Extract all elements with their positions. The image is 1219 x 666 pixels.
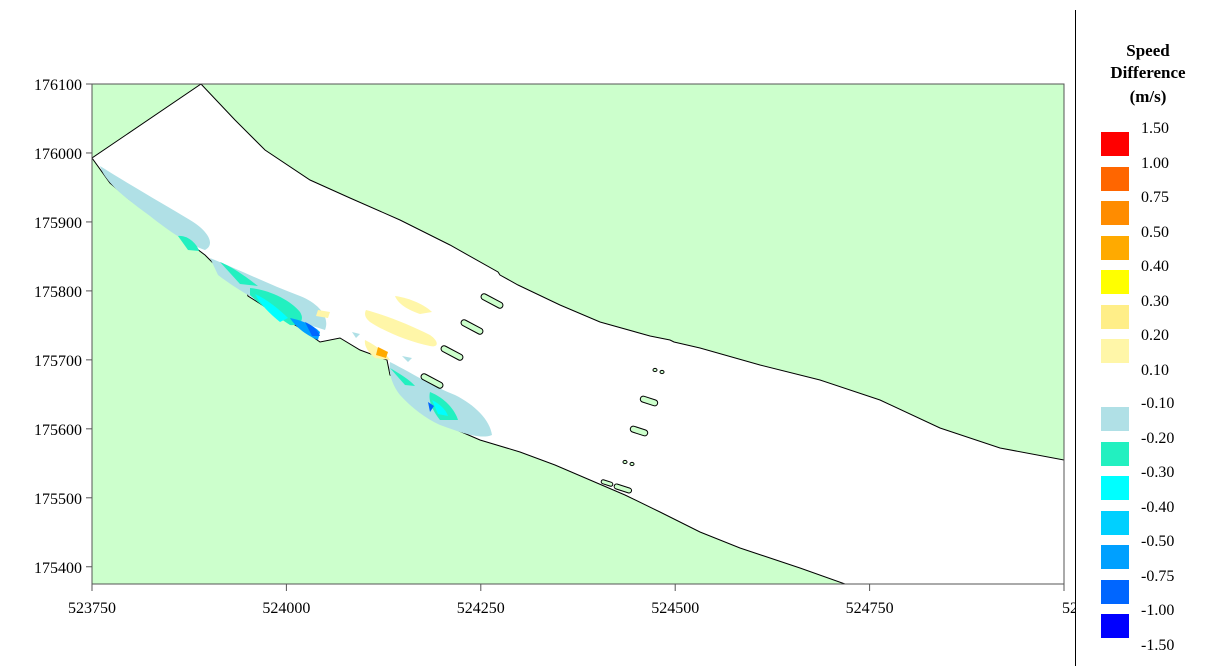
x-tick-label: 524500 xyxy=(651,600,699,617)
y-tick-label: 175700 xyxy=(34,353,82,370)
legend-swatch xyxy=(1101,132,1129,156)
y-tick-label: 175500 xyxy=(34,491,82,508)
legend-title-line-1: Speed xyxy=(1126,41,1170,60)
legend-swatch xyxy=(1101,510,1129,535)
legend-swatch xyxy=(1101,407,1129,431)
legend-label: 0.50 xyxy=(1141,223,1169,241)
legend-swatch xyxy=(1101,545,1129,569)
legend-label: 0.20 xyxy=(1141,327,1169,344)
legend-label: 0.40 xyxy=(1141,258,1169,275)
legend-label: -0.75 xyxy=(1141,567,1175,585)
legend-swatch xyxy=(1101,441,1129,466)
legend-label: 0.75 xyxy=(1141,189,1169,206)
legend-swatch xyxy=(1101,339,1129,363)
x-tick-label: 524250 xyxy=(457,600,505,617)
legend-label: -1.50 xyxy=(1141,636,1175,654)
x-tick-label: 524750 xyxy=(846,600,894,617)
x-tick-label: 5250 xyxy=(1062,600,1075,617)
legend-label: -0.30 xyxy=(1141,464,1175,481)
legend-swatch xyxy=(1101,201,1129,225)
speed-difference-patches xyxy=(100,166,492,437)
y-tick-label: 175400 xyxy=(34,560,82,577)
legend-swatch xyxy=(1101,235,1129,260)
legend-swatch xyxy=(1101,476,1129,500)
legend-label: -0.10 xyxy=(1141,395,1175,412)
legend-swatch xyxy=(1101,579,1129,604)
bridge-piers xyxy=(420,293,665,494)
legend-title-line-2: Difference xyxy=(1110,63,1186,82)
legend-label: -0.20 xyxy=(1141,429,1175,447)
x-axis: 523750 524000 524250 524500 524750 5250 xyxy=(68,584,1075,617)
legend-label: -0.40 xyxy=(1141,498,1175,516)
legend-title-line-3: (m/s) xyxy=(1129,87,1167,106)
y-axis: 176100 176000 175900 175800 175700 175600 1755… xyxy=(34,77,92,577)
legend: Speed Difference (m/s) 1.50 1.00 0.75 0.50 0… xyxy=(1075,10,1219,666)
plot-frame xyxy=(91,83,1065,585)
y-tick-label: 175800 xyxy=(34,284,82,301)
x-tick-label: 524000 xyxy=(262,600,310,617)
legend-label: 0.30 xyxy=(1141,292,1169,310)
y-tick-label: 175900 xyxy=(34,215,82,232)
legend-swatch xyxy=(1101,270,1129,294)
legend-swatch xyxy=(1101,304,1129,329)
map-plot: 523750 524000 524250 524500 524750 5250 17610… xyxy=(34,77,1075,617)
y-tick-label: 175600 xyxy=(34,422,82,439)
x-tick-label: 523750 xyxy=(68,600,116,617)
legend-label: 0.10 xyxy=(1141,361,1169,379)
legend-swatch xyxy=(1101,166,1129,191)
y-tick-label: 176000 xyxy=(34,146,82,163)
legend-label: 1.00 xyxy=(1141,154,1169,172)
legend-label: -0.50 xyxy=(1141,533,1175,550)
legend-label: 1.50 xyxy=(1141,120,1169,137)
y-tick-label: 176100 xyxy=(34,77,82,94)
legend-label: -1.00 xyxy=(1141,602,1175,619)
river-channel xyxy=(92,84,1064,584)
legend-swatch xyxy=(1101,614,1129,638)
